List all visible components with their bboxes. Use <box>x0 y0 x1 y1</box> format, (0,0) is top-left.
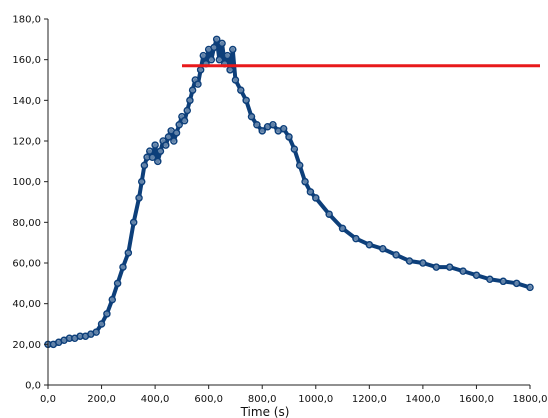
data-point <box>180 116 189 125</box>
data-point <box>129 218 138 227</box>
data-point <box>148 153 157 162</box>
y-tick-label: 160,0 <box>12 55 41 66</box>
x-tick-label: 0,0 <box>40 394 56 405</box>
data-point <box>135 194 143 202</box>
x-tick-label: 1600,0 <box>459 394 494 405</box>
x-tick-label: 800,0 <box>248 394 277 405</box>
data-point <box>92 328 100 336</box>
y-tick-label: 100,0 <box>12 177 41 188</box>
data-point <box>212 35 221 44</box>
data-point <box>306 188 315 196</box>
labels-layer: 0,0 20,00 40,00 60,00 80,00 100,0 120,0 140,0 16… <box>12 15 547 418</box>
data-point <box>223 51 232 60</box>
data-point <box>218 39 226 48</box>
data-point <box>108 295 117 304</box>
data-point <box>472 271 481 279</box>
data-point <box>526 283 534 292</box>
data-point <box>301 177 309 186</box>
y-tick-label: 0,0 <box>25 381 41 392</box>
data-point <box>97 320 106 328</box>
data-point <box>512 279 521 288</box>
axes-layer <box>44 18 531 389</box>
data-point <box>231 76 240 84</box>
data-point <box>113 279 122 288</box>
data-point <box>196 66 205 74</box>
x-tick-label: 600,0 <box>194 394 223 405</box>
data-point <box>405 257 414 265</box>
data-point <box>279 125 288 133</box>
x-tick-label: 200,0 <box>87 394 116 405</box>
data-point <box>285 133 293 141</box>
x-tick-label: 1200,0 <box>352 394 387 405</box>
data-point <box>338 224 347 233</box>
data-point <box>215 55 224 64</box>
y-tick-label: 60,00 <box>12 259 41 270</box>
data-point <box>137 177 146 186</box>
data-point <box>486 275 494 284</box>
data-point <box>229 45 237 54</box>
data-point <box>365 240 374 249</box>
data-point <box>352 234 360 243</box>
data-point <box>237 86 245 94</box>
data-point <box>164 133 173 141</box>
data-point <box>124 249 133 257</box>
data-point <box>175 120 183 129</box>
data-point <box>226 66 234 74</box>
y-tick-label: 180,0 <box>12 15 41 26</box>
x-tick-label: 1800,0 <box>513 394 548 405</box>
y-tick-label: 80,00 <box>12 218 41 229</box>
y-tick-label: 140,0 <box>12 96 41 107</box>
data-point <box>253 120 261 129</box>
data-point <box>183 106 191 115</box>
data-point <box>170 137 178 145</box>
x-axis-title: Time (s) <box>240 405 290 418</box>
x-tick-label: 400,0 <box>141 394 170 405</box>
data-point <box>162 141 170 149</box>
data-point <box>392 251 400 259</box>
data-point <box>194 80 202 88</box>
data-point <box>199 51 208 60</box>
data-point <box>258 127 266 135</box>
data-point <box>247 112 256 121</box>
data-point <box>269 120 277 129</box>
data-point <box>140 161 149 170</box>
y-tick-label: 120,0 <box>12 137 41 148</box>
x-tick-label: 1400,0 <box>405 394 440 405</box>
data-point <box>419 259 427 267</box>
data-point <box>188 86 197 94</box>
series-line <box>46 37 532 347</box>
data-point <box>295 161 304 170</box>
data-point <box>242 96 250 105</box>
data-point <box>325 210 333 218</box>
data-point <box>459 267 467 275</box>
data-point <box>151 141 159 149</box>
data-point <box>186 96 194 105</box>
data-point <box>290 145 299 153</box>
data-point <box>119 263 127 271</box>
data-point <box>207 55 216 64</box>
series-layer <box>44 35 534 349</box>
data-point <box>378 245 387 253</box>
data-point <box>103 310 111 318</box>
data-point <box>172 129 181 137</box>
data-point <box>499 277 507 286</box>
data-point <box>146 147 154 155</box>
y-tick-label: 40,00 <box>12 299 41 310</box>
data-point <box>312 194 320 202</box>
y-tick-label: 20,00 <box>12 340 41 351</box>
x-tick-label: 1000,0 <box>298 394 333 405</box>
data-point <box>154 157 162 166</box>
data-point <box>432 263 441 271</box>
data-point <box>445 263 454 271</box>
data-point <box>156 147 165 155</box>
data-point <box>210 43 218 52</box>
